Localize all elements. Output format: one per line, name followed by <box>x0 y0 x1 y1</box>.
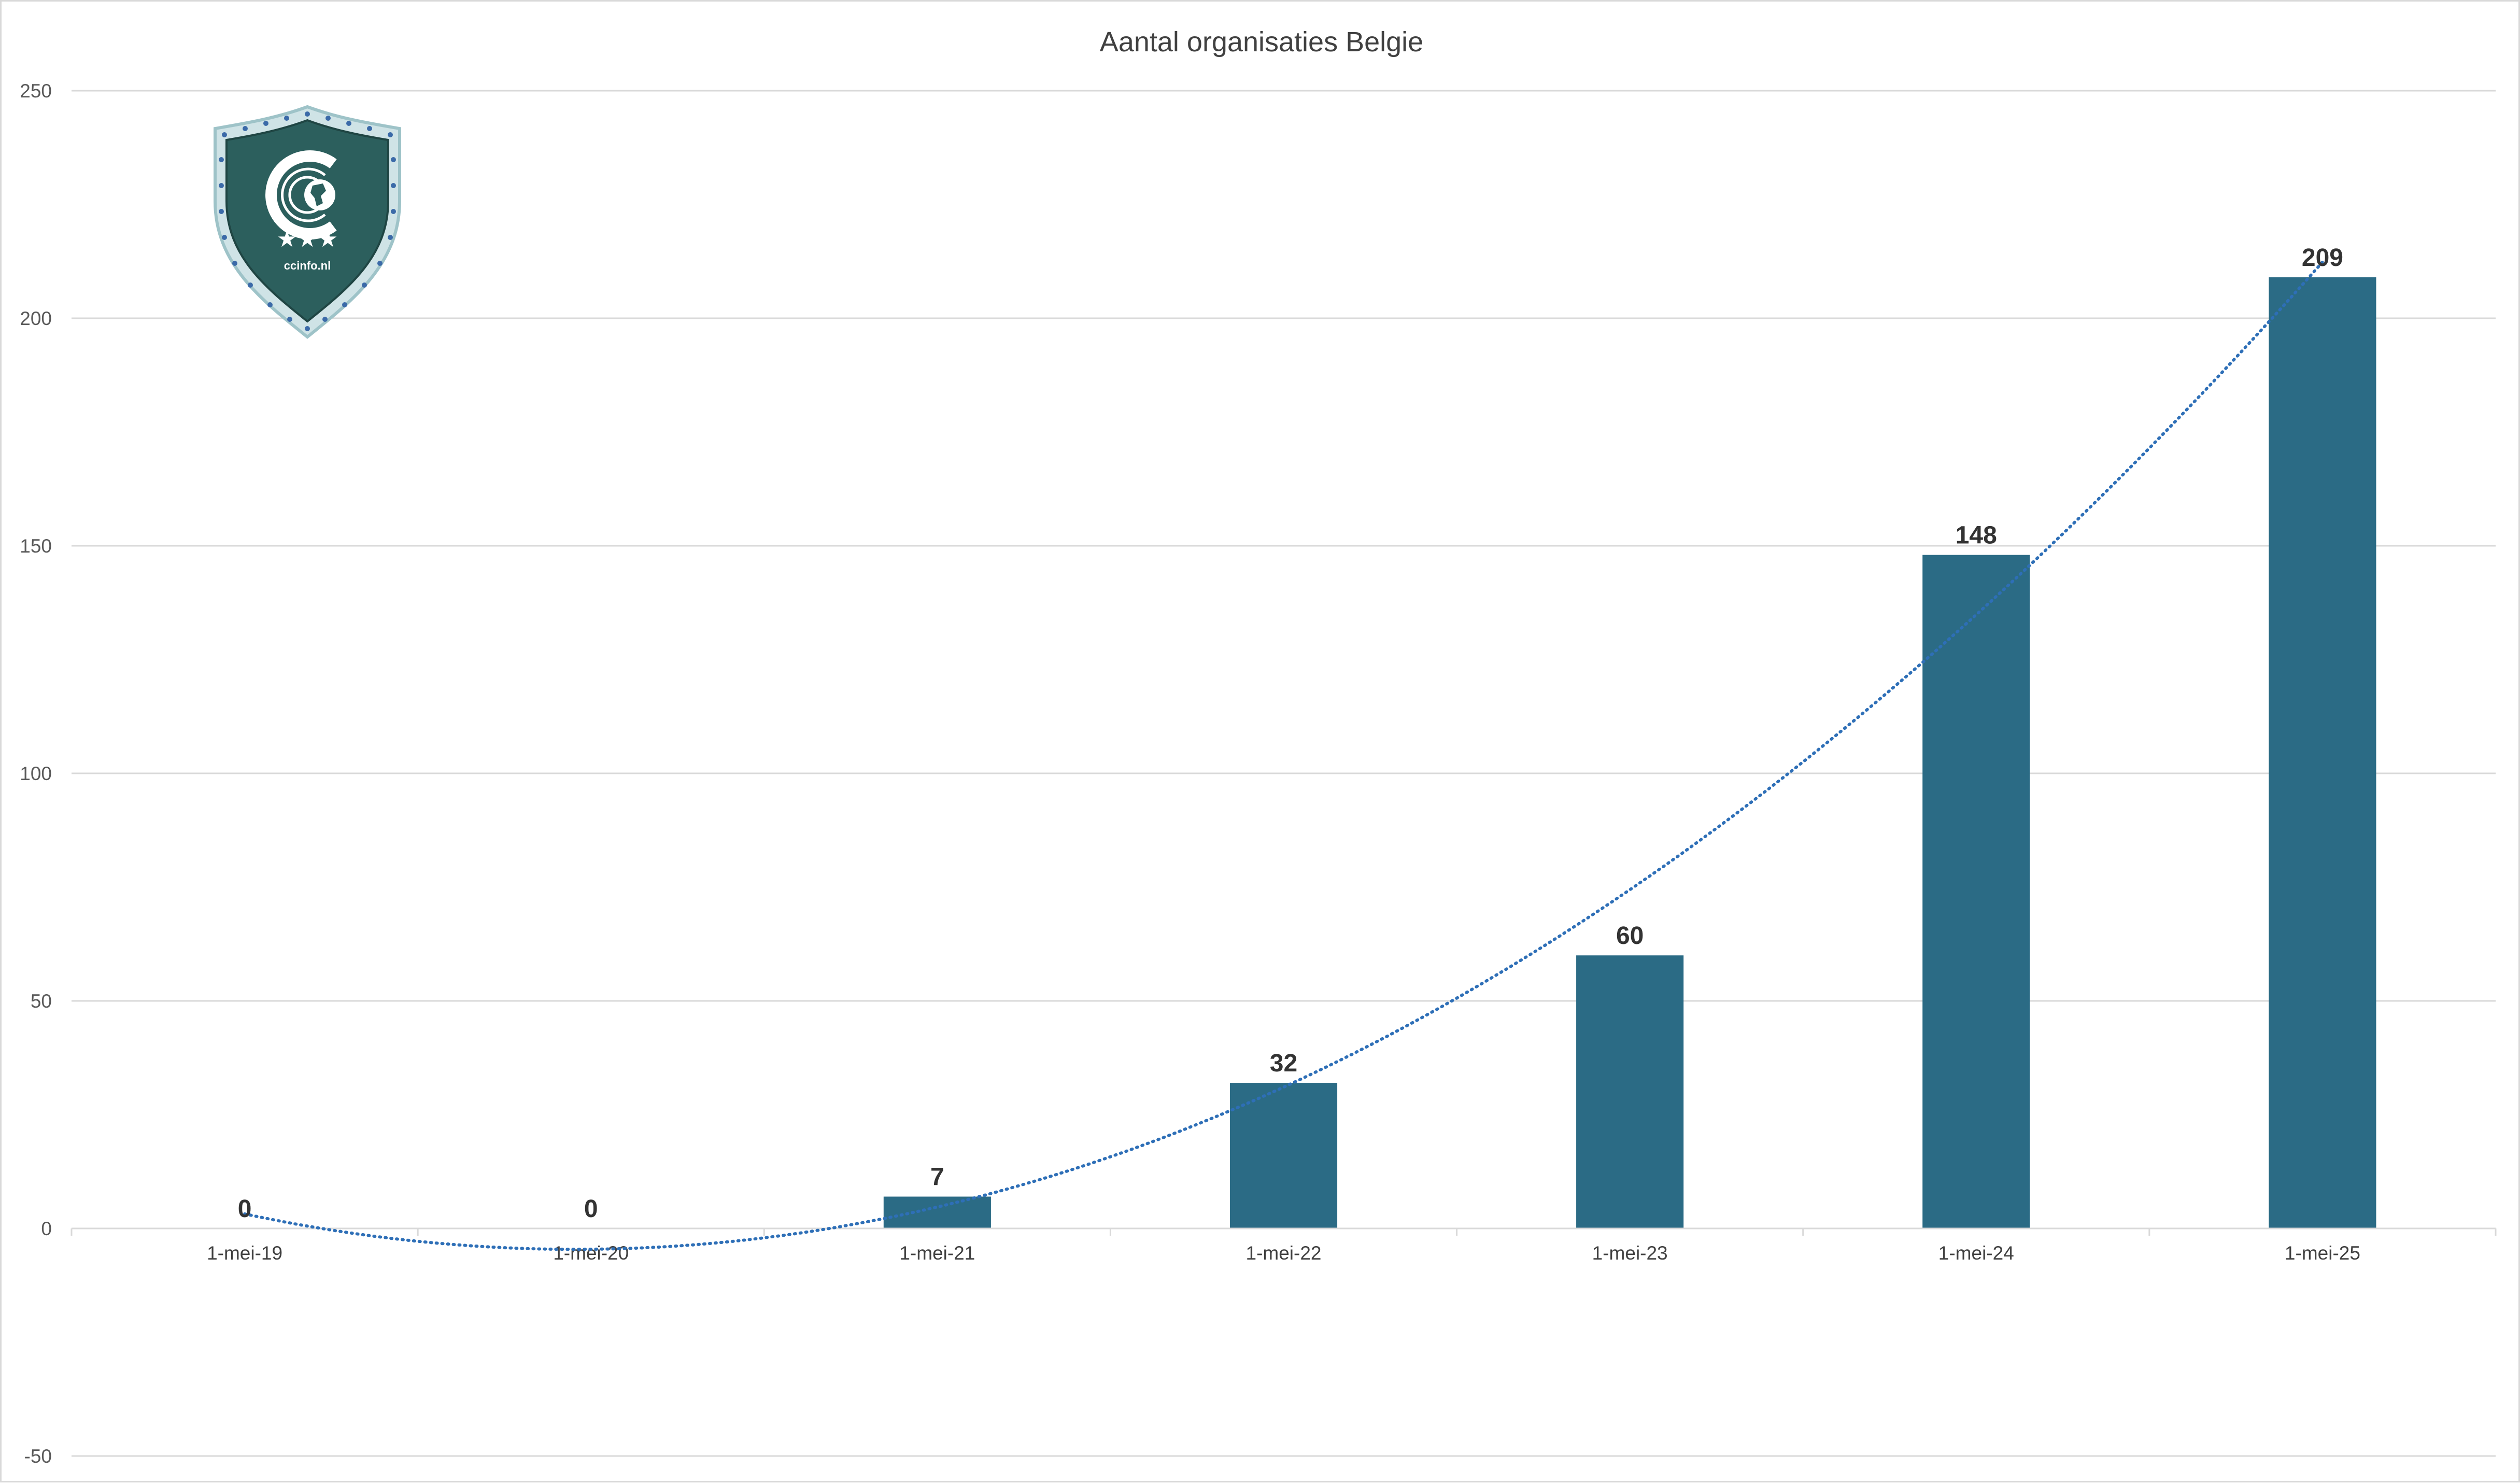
gridlines <box>72 90 2496 1457</box>
shield-dot <box>305 326 310 331</box>
data-label: 209 <box>2302 244 2343 272</box>
x-tick-label: 1-mei-22 <box>1246 1242 1322 1264</box>
shield-dots <box>219 111 396 331</box>
bar <box>1229 1083 1338 1228</box>
shield-dot <box>267 302 273 307</box>
shield-dot <box>219 209 224 214</box>
y-tick-label: 50 <box>31 991 52 1012</box>
x-tick-label: 1-mei-25 <box>2285 1242 2360 1264</box>
data-label: 60 <box>1616 922 1644 950</box>
y-tick-label: 150 <box>20 535 52 557</box>
y-tick-label: -50 <box>24 1446 52 1467</box>
bar <box>883 1196 991 1228</box>
shield-dot <box>263 121 268 126</box>
trendline <box>243 260 2324 1251</box>
y-tick-label: 200 <box>20 308 52 329</box>
shield-dot <box>391 157 396 162</box>
data-label: 0 <box>584 1195 598 1223</box>
data-label: 148 <box>1956 522 1997 549</box>
chart-title: Aantal organisaties Belgie <box>1100 26 1423 58</box>
shield-dot <box>346 121 351 126</box>
data-label: 7 <box>930 1164 944 1191</box>
shield-dot <box>248 282 253 288</box>
x-tick-label: 1-mei-23 <box>1592 1242 1668 1264</box>
bar <box>1576 955 1684 1228</box>
shield-dot <box>243 126 248 131</box>
x-tick-label: 1-mei-21 <box>899 1242 975 1264</box>
shield-dot <box>219 157 224 162</box>
data-labels: 0 0 7 32 60 148 209 <box>238 244 2343 1223</box>
shield-dot <box>222 235 227 240</box>
shield-dot <box>222 132 227 137</box>
y-tick-label: 0 <box>41 1218 52 1239</box>
x-tick-label: 1-mei-19 <box>207 1242 282 1264</box>
shield-dot <box>367 126 372 131</box>
globe-icon <box>265 150 337 239</box>
x-axis: 1-mei-19 1-mei-20 1-mei-21 1-mei-22 1-mei-23… <box>70 1227 2497 1264</box>
shield-dot <box>362 282 367 288</box>
shield-logo: ★★★ ccinfo.nl <box>214 105 401 339</box>
shield-dot <box>232 261 237 266</box>
y-tick-label: 100 <box>20 763 52 784</box>
data-label: 32 <box>1270 1050 1297 1077</box>
shield-dot <box>287 317 292 322</box>
shield-dot <box>305 111 310 117</box>
y-tick-label: 250 <box>20 80 52 102</box>
shield-dot <box>391 183 396 188</box>
bar <box>1922 555 2030 1228</box>
x-tick-label: 1-mei-24 <box>1938 1242 2014 1264</box>
bar <box>2269 277 2376 1228</box>
x-tick-label: 1-mei-20 <box>553 1242 629 1264</box>
shield-dot <box>284 116 289 121</box>
bars <box>883 277 2376 1228</box>
shield-dot <box>391 209 396 214</box>
shield-dot <box>388 235 393 240</box>
data-label: 0 <box>238 1195 252 1223</box>
stars-icon: ★★★ <box>277 226 338 252</box>
shield-dot <box>325 116 331 121</box>
y-axis-tick-labels: -50 0 50 100 150 200 250 <box>20 80 52 1467</box>
shield-dot <box>377 261 383 266</box>
logo-text: ccinfo.nl <box>284 259 331 272</box>
shield-dot <box>322 317 328 322</box>
shield-dot <box>388 132 393 137</box>
trendline-path <box>243 260 2324 1251</box>
shield-dot <box>342 302 347 307</box>
shield-dot <box>219 183 224 188</box>
